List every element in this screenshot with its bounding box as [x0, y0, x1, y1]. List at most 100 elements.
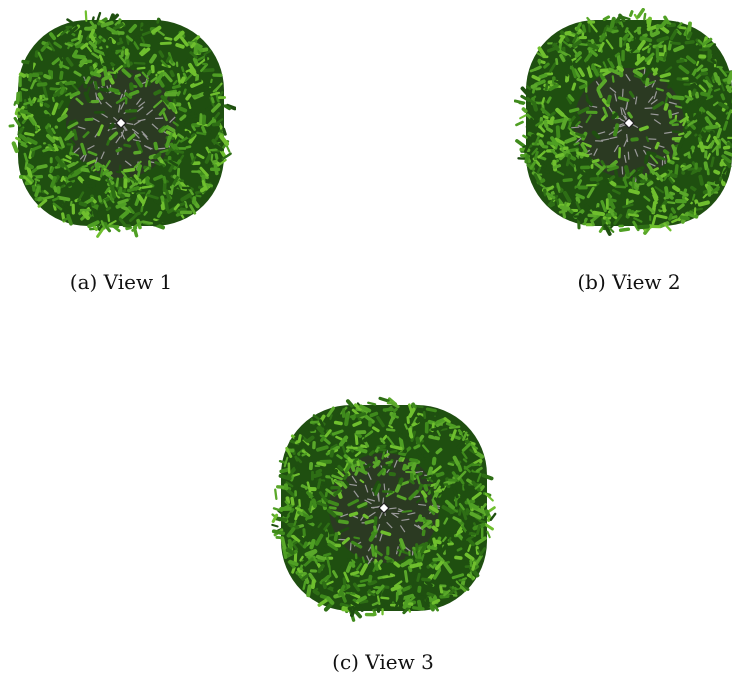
surface-leaf: [434, 539, 442, 545]
surface-leaf: [356, 460, 360, 467]
surface-leaf: [486, 506, 496, 514]
surface-leaf: [486, 530, 491, 539]
surface-leaf: [306, 517, 319, 524]
core-strand: [597, 131, 606, 135]
surface-leaf: [83, 91, 91, 103]
surface-leaf: [24, 132, 35, 137]
surface-leaf: [328, 533, 335, 537]
surface-leaf: [82, 164, 89, 169]
surface-leaf: [191, 94, 200, 98]
surface-leaf: [65, 154, 72, 160]
surface-leaf: [443, 517, 449, 525]
surface-leaf: [381, 588, 388, 596]
surface-leaf: [153, 198, 162, 206]
surface-leaf: [210, 97, 215, 104]
surface-leaf: [60, 175, 65, 182]
surface-leaf: [80, 42, 89, 50]
surface-leaf: [637, 224, 650, 230]
surface-leaf: [302, 541, 308, 549]
surface-leaf: [391, 414, 399, 419]
surface-leaf: [646, 16, 652, 28]
surface-leaf: [454, 555, 463, 560]
surface-leaf: [212, 111, 221, 122]
surface-leaf: [692, 111, 702, 121]
surface-leaf: [522, 134, 528, 139]
core-strand: [133, 131, 140, 139]
surface-leaf: [627, 213, 640, 218]
surface-leaf: [51, 102, 59, 116]
surface-leaf: [564, 136, 577, 144]
surface-leaf: [382, 407, 394, 412]
surface-leaf: [140, 205, 144, 213]
surface-leaf: [684, 94, 694, 101]
surface-leaf: [190, 42, 196, 49]
surface-leaf: [316, 426, 325, 436]
surface-leaf: [538, 183, 546, 189]
surface-leaf: [25, 137, 38, 145]
surface-leaf: [559, 53, 566, 63]
surface-leaf: [631, 33, 643, 38]
surface-leaf: [713, 88, 721, 92]
surface-leaf: [121, 68, 132, 78]
surface-leaf: [586, 61, 593, 65]
core-strand: [146, 109, 153, 116]
surface-leaf: [367, 574, 373, 583]
surface-leaf: [175, 42, 185, 49]
surface-leaf: [25, 175, 35, 183]
surface-leaf: [572, 48, 578, 56]
surface-leaf: [69, 151, 80, 158]
surface-leaf: [315, 554, 326, 561]
surface-leaf: [575, 56, 582, 64]
surface-leaf: [596, 88, 603, 99]
surface-leaf: [720, 137, 729, 146]
surface-leaf: [523, 142, 531, 153]
core-strand: [138, 101, 146, 108]
surface-leaf: [287, 538, 293, 551]
molecular-render-view-2: [514, 8, 732, 238]
surface-leaf: [531, 74, 541, 82]
surface-leaf: [666, 82, 673, 89]
surface-leaf: [727, 71, 732, 85]
surface-leaf: [429, 574, 435, 581]
surface-leaf: [546, 141, 556, 146]
surface-leaf: [271, 529, 286, 536]
surface-leaf: [47, 143, 55, 151]
surface-leaf: [125, 59, 131, 68]
caption-view-2: (b) View 2: [577, 270, 681, 294]
surface-leaf: [704, 116, 711, 124]
surface-leaf: [374, 563, 379, 571]
surface-leaf: [169, 142, 177, 150]
core-strand: [613, 144, 619, 153]
surface-leaf: [402, 585, 411, 592]
surface-leaf: [667, 213, 673, 221]
core-strand: [634, 148, 639, 157]
surface-leaf: [614, 185, 627, 189]
surface-leaf: [165, 148, 172, 156]
surface-leaf: [705, 76, 712, 86]
surface-leaf: [721, 154, 732, 164]
surface-leaf: [651, 67, 658, 75]
surface-leaf: [379, 587, 385, 596]
surface-leaf: [333, 588, 337, 595]
surface-leaf: [189, 51, 198, 59]
surface-leaf: [323, 497, 329, 502]
surface-leaf: [612, 123, 620, 137]
surface-leaf: [286, 527, 296, 538]
surface-leaf: [474, 483, 482, 490]
surface-leaf: [635, 209, 648, 218]
surface-leaf: [655, 214, 668, 220]
surface-leaf: [60, 200, 70, 210]
surface-leaf: [389, 444, 403, 451]
surface-leaf: [109, 62, 117, 69]
surface-leaf: [566, 96, 572, 105]
surface-leaf: [297, 572, 304, 576]
surface-leaf: [140, 47, 151, 57]
surface-leaf: [581, 24, 587, 33]
surface-leaf: [439, 543, 448, 555]
surface-leaf: [643, 12, 647, 21]
center-marker-icon: [115, 117, 127, 129]
surface-leaf: [24, 91, 29, 97]
surface-leaf: [316, 501, 328, 508]
surface-leaf: [471, 561, 477, 571]
surface-leaf: [216, 158, 227, 167]
